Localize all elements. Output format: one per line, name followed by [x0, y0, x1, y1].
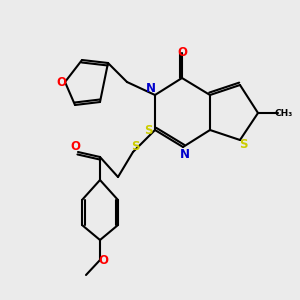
Text: S: S: [131, 140, 139, 154]
Text: N: N: [146, 82, 156, 95]
Text: O: O: [70, 140, 80, 154]
Text: O: O: [98, 254, 108, 266]
Text: N: N: [180, 148, 190, 160]
Text: O: O: [177, 46, 187, 59]
Text: O: O: [56, 76, 66, 88]
Text: CH₃: CH₃: [275, 109, 293, 118]
Text: S: S: [144, 124, 152, 136]
Text: S: S: [239, 137, 247, 151]
